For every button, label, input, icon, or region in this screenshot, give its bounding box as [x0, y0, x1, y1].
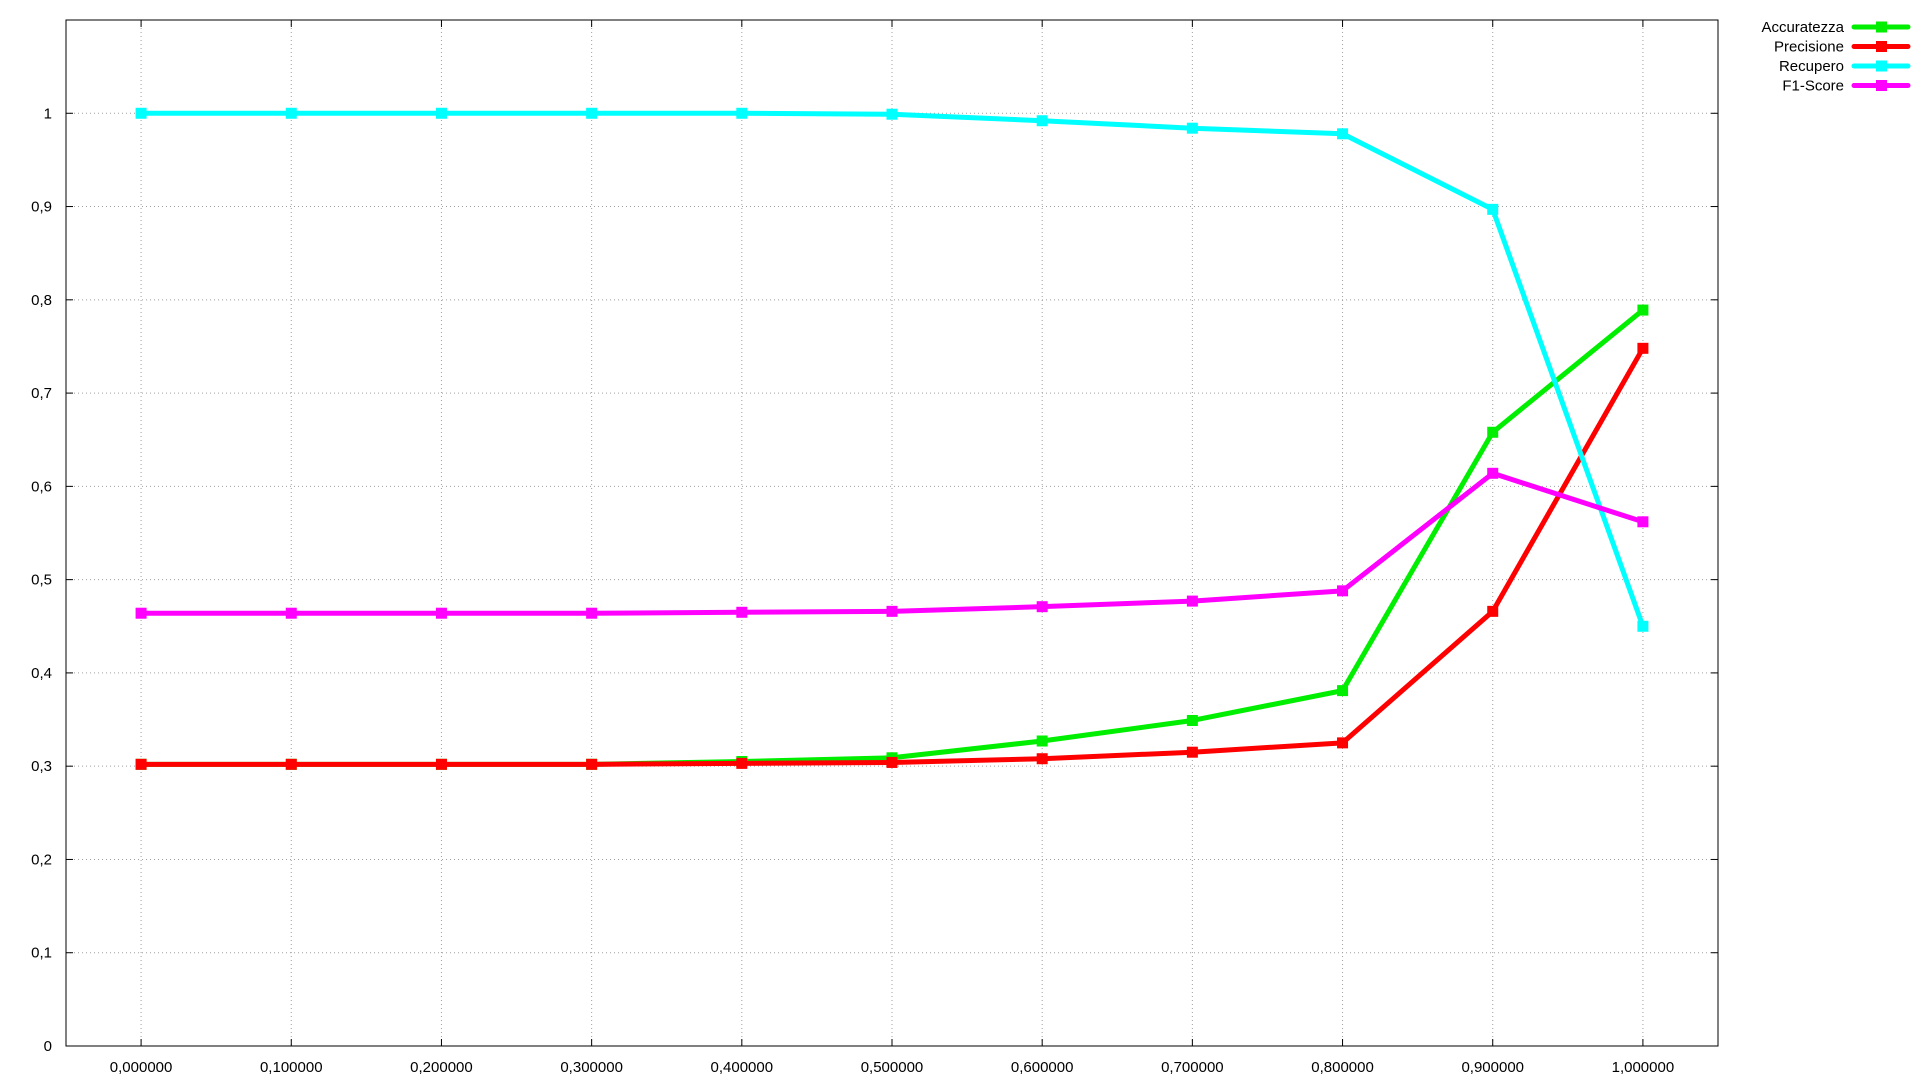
data-point-recupero: [586, 107, 598, 119]
data-point-recupero: [435, 107, 447, 119]
data-point-f1-score: [285, 607, 297, 619]
y-tick-label: 1: [44, 105, 52, 122]
x-tick-label: 0,800000: [1311, 1059, 1374, 1076]
data-point-accuratezza: [1036, 735, 1048, 747]
data-point-precisione: [1337, 737, 1349, 749]
data-point-recupero: [1637, 620, 1649, 632]
data-point-f1-score: [435, 607, 447, 619]
data-point-f1-score: [1036, 601, 1048, 613]
legend-marker-f1-score: [1876, 80, 1887, 91]
series-recupero: [135, 107, 1649, 632]
legend: Accuratezza Precisione Recupero F1-Score: [1761, 19, 1911, 95]
data-point-recupero: [1186, 122, 1198, 134]
data-point-recupero: [1487, 203, 1499, 215]
x-tick-label: 0,900000: [1461, 1059, 1524, 1076]
legend-label-precisione: Precisione: [1774, 39, 1844, 56]
y-tick-label: 0,4: [31, 665, 52, 682]
data-point-f1-score: [1487, 467, 1499, 479]
y-tick-label: 0,6: [31, 478, 52, 495]
series-layer: [135, 107, 1649, 770]
legend-marker-accuratezza: [1876, 21, 1887, 33]
x-tick-label: 0,400000: [711, 1059, 774, 1076]
legend-label-f1-score: F1-Score: [1782, 78, 1844, 95]
data-point-precisione: [586, 758, 598, 770]
y-tick-label: 0,9: [31, 199, 52, 216]
y-tick-label: 0,7: [31, 385, 52, 402]
legend-marker-precisione: [1876, 41, 1887, 52]
data-point-precisione: [886, 756, 898, 768]
series-line-recupero: [138, 110, 1646, 629]
x-tick-label: 0,600000: [1011, 1059, 1074, 1076]
x-tick-label: 0,200000: [410, 1059, 473, 1076]
legend-marker-recupero: [1876, 60, 1887, 72]
series-precisione: [135, 342, 1649, 770]
data-point-accuratezza: [1637, 304, 1649, 316]
grid-layer: [66, 20, 1718, 1046]
data-point-recupero: [736, 107, 748, 119]
x-tick-label: 0,100000: [260, 1059, 323, 1076]
plot-area-border: [65, 19, 1719, 1047]
x-tick-label: 1,000000: [1612, 1059, 1675, 1076]
x-tick-label: 0,700000: [1161, 1059, 1224, 1076]
data-point-recupero: [285, 107, 297, 119]
data-point-f1-score: [1186, 595, 1198, 607]
legend-label-recupero: Recupero: [1779, 58, 1844, 75]
data-point-f1-score: [1637, 516, 1649, 528]
data-point-recupero: [886, 108, 898, 120]
data-point-precisione: [1487, 605, 1499, 617]
y-tick-label: 0,5: [31, 572, 52, 589]
data-point-accuratezza: [1337, 685, 1349, 697]
data-point-recupero: [1337, 128, 1349, 140]
y-tick-label: 0: [44, 1038, 52, 1055]
y-tick-label: 0,1: [31, 945, 52, 962]
x-tick-label: 0,000000: [110, 1059, 173, 1076]
data-point-precisione: [736, 757, 748, 769]
data-point-precisione: [1036, 753, 1048, 765]
legend-label-accuratezza: Accuratezza: [1761, 19, 1844, 36]
y-tick-label: 0,8: [31, 292, 52, 309]
data-point-precisione: [135, 758, 147, 770]
x-tick-label: 0,500000: [861, 1059, 924, 1076]
data-point-precisione: [1186, 746, 1198, 758]
data-point-f1-score: [135, 607, 147, 619]
y-tick-label: 0,3: [31, 758, 52, 775]
data-point-accuratezza: [1186, 714, 1198, 726]
data-point-precisione: [285, 758, 297, 770]
data-point-f1-score: [1337, 585, 1349, 597]
y-tick-label: 0,2: [31, 851, 52, 868]
data-point-precisione: [1637, 342, 1649, 354]
data-point-precisione: [435, 758, 447, 770]
series-f1-score: [135, 467, 1649, 619]
x-tick-label: 0,300000: [560, 1059, 623, 1076]
data-point-f1-score: [886, 605, 898, 617]
data-point-accuratezza: [1487, 426, 1499, 438]
data-point-recupero: [1036, 115, 1048, 127]
axes-layer: 0 0,1 0,2 0,3 0,4 0,5 0,6 0,7 0,8 0,9 1 0,000000 0,1…: [31, 19, 1719, 1076]
data-point-recupero: [135, 107, 147, 119]
data-point-f1-score: [586, 607, 598, 619]
data-point-f1-score: [736, 606, 748, 618]
